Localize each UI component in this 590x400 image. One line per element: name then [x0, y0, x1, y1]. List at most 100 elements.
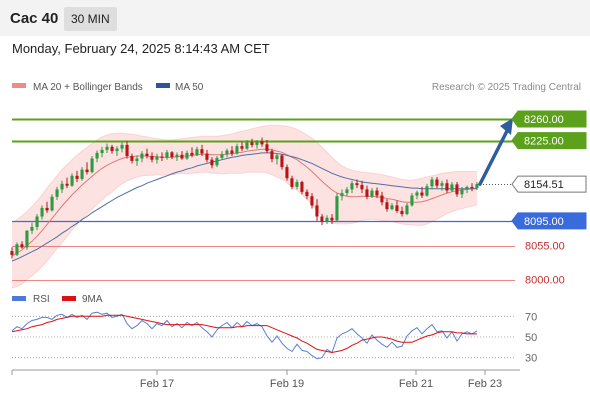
candle-body [50, 196, 54, 211]
candle-36 [190, 147, 194, 158]
rsi-tick-label-70: 70 [525, 311, 537, 323]
candle-body [165, 152, 169, 158]
research-credit: Research © 2025 Trading Central [432, 82, 581, 93]
candle-body [95, 152, 99, 159]
candle-body [60, 183, 64, 190]
candle-9 [55, 186, 59, 200]
forecast-arrow-layer [478, 117, 513, 186]
candle-83 [425, 183, 429, 197]
candle-88 [450, 181, 454, 192]
candle-44 [230, 146, 234, 157]
candle-71 [365, 185, 369, 200]
candle-body [450, 184, 454, 191]
candle-58 [300, 180, 304, 195]
candle-47 [245, 139, 249, 150]
candle-86 [440, 180, 444, 191]
candle-39 [205, 149, 209, 163]
candle-body [100, 149, 104, 153]
candle-body [170, 152, 174, 158]
candle-20 [110, 144, 114, 154]
price-tag-text: 8154.51 [524, 179, 564, 191]
candle-body [155, 156, 159, 160]
candle-body [355, 183, 359, 186]
candle-body [455, 184, 459, 195]
candle-body [385, 202, 389, 210]
price-tag-shape [511, 110, 587, 128]
candle-87 [445, 179, 449, 194]
bollinger-band-layer [11, 124, 478, 289]
candle-11 [65, 177, 69, 189]
candle-body [205, 153, 209, 160]
candle-body [255, 141, 259, 145]
level-label-8000.00: 8000.00 [525, 275, 565, 287]
time-tick-label-3: Feb 23 [468, 378, 502, 390]
candle-body [10, 251, 14, 255]
time-axis: Feb 17 Feb 19 Feb 21 Feb 23 [11, 369, 520, 390]
candle-body [440, 183, 444, 186]
candle-body [435, 179, 439, 186]
candle-body [125, 144, 129, 156]
candle-17 [95, 150, 99, 163]
candle-62 [320, 214, 324, 226]
candle-body [290, 178, 294, 187]
price-tag-shape [511, 212, 587, 230]
candle-29 [155, 153, 159, 164]
candle-body [445, 183, 449, 191]
candle-24 [130, 153, 134, 164]
candle-body [20, 244, 24, 248]
timeframe-badge[interactable]: 30 MIN [64, 7, 117, 31]
candle-16 [90, 156, 94, 174]
candle-body [70, 175, 74, 186]
candle-69 [355, 179, 359, 189]
candle-8 [50, 194, 54, 212]
candle-18 [100, 146, 104, 158]
bollinger-band-fill [12, 125, 477, 289]
ma50-legend-swatch [156, 83, 170, 88]
candle-body [310, 196, 314, 206]
candle-77 [395, 200, 399, 213]
candle-91 [465, 185, 469, 194]
candle-3 [25, 230, 29, 250]
legend-rsi: RSI 9MA [12, 294, 103, 305]
candle-57 [295, 179, 299, 190]
candle-78 [400, 206, 404, 217]
candle-79 [405, 202, 409, 216]
candle-7 [45, 201, 49, 213]
candle-59 [305, 189, 309, 200]
candle-body [360, 185, 364, 190]
title-bar: Cac 40 30 MIN [0, 0, 590, 36]
candle-68 [350, 180, 354, 194]
candle-28 [150, 152, 154, 163]
candle-body [200, 149, 204, 154]
candle-body [415, 192, 419, 196]
candle-body [265, 144, 269, 152]
time-tick-label-1: Feb 19 [270, 378, 304, 390]
candle-67 [345, 186, 349, 197]
price-tag-text: 8260.00 [524, 114, 564, 126]
candle-body [85, 169, 89, 173]
candle-body [185, 152, 189, 159]
candle-body [130, 156, 134, 161]
candle-31 [165, 149, 169, 160]
candles-layer [10, 137, 479, 259]
candle-51 [265, 139, 269, 153]
candle-92 [470, 183, 474, 192]
forecast-arrow-head [500, 117, 513, 135]
candle-26 [140, 151, 144, 163]
ma50-line [11, 152, 477, 262]
candle-53 [275, 153, 279, 165]
candle-42 [220, 151, 224, 160]
candle-50 [260, 137, 264, 147]
moving-averages-layer [11, 148, 478, 262]
candle-70 [360, 180, 364, 194]
candle-body [340, 193, 344, 197]
candle-52 [270, 148, 274, 163]
candle-body [330, 217, 334, 221]
candle-27 [145, 148, 149, 159]
candle-body [260, 141, 264, 145]
rsi-line [11, 311, 478, 360]
forecast-arrow-shaft [478, 127, 510, 186]
resistance-label-8225.00: 8225.00 [511, 132, 587, 150]
candle-43 [225, 148, 229, 158]
